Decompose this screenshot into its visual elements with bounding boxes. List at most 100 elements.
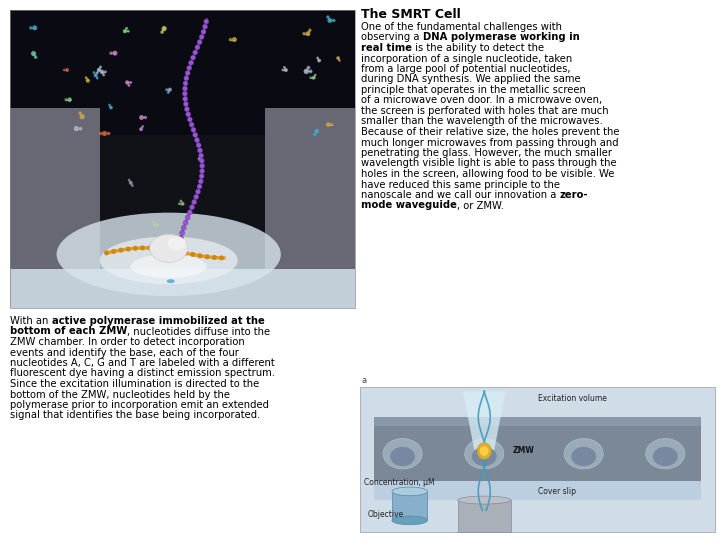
Ellipse shape bbox=[182, 91, 187, 96]
Ellipse shape bbox=[653, 447, 678, 466]
Ellipse shape bbox=[127, 84, 130, 87]
Ellipse shape bbox=[302, 32, 306, 35]
Bar bbox=[10, 10, 355, 308]
Text: observing a: observing a bbox=[361, 32, 423, 43]
Ellipse shape bbox=[150, 234, 188, 262]
Text: ZMW chamber. In order to detect incorporation: ZMW chamber. In order to detect incorpor… bbox=[10, 337, 245, 347]
Ellipse shape bbox=[68, 97, 72, 102]
Ellipse shape bbox=[472, 447, 497, 466]
Ellipse shape bbox=[140, 245, 145, 251]
Ellipse shape bbox=[189, 122, 194, 127]
Text: DNA polymerase working in: DNA polymerase working in bbox=[423, 32, 580, 43]
Ellipse shape bbox=[202, 24, 207, 29]
Ellipse shape bbox=[196, 143, 201, 148]
Ellipse shape bbox=[167, 279, 175, 283]
Ellipse shape bbox=[309, 70, 312, 73]
Ellipse shape bbox=[73, 126, 79, 131]
Ellipse shape bbox=[197, 253, 202, 258]
Ellipse shape bbox=[167, 91, 170, 94]
Ellipse shape bbox=[332, 19, 336, 22]
Ellipse shape bbox=[168, 87, 172, 92]
Ellipse shape bbox=[96, 71, 99, 74]
Text: Objective: Objective bbox=[368, 510, 405, 519]
Ellipse shape bbox=[179, 235, 184, 241]
Ellipse shape bbox=[154, 246, 159, 251]
Ellipse shape bbox=[129, 81, 132, 84]
Text: Since the excitation illumination is directed to the: Since the excitation illumination is dir… bbox=[10, 379, 259, 389]
Ellipse shape bbox=[314, 74, 317, 77]
Text: penetrating the glass. However, the much smaller: penetrating the glass. However, the much… bbox=[361, 148, 612, 158]
Bar bbox=[10, 109, 99, 272]
Ellipse shape bbox=[284, 68, 288, 72]
Ellipse shape bbox=[564, 438, 603, 469]
Ellipse shape bbox=[193, 50, 198, 55]
Bar bbox=[10, 10, 355, 308]
Ellipse shape bbox=[305, 31, 310, 36]
Ellipse shape bbox=[190, 252, 195, 257]
Ellipse shape bbox=[464, 438, 504, 469]
Ellipse shape bbox=[107, 132, 111, 136]
Ellipse shape bbox=[99, 237, 238, 284]
Ellipse shape bbox=[200, 160, 203, 163]
Ellipse shape bbox=[132, 246, 138, 251]
Ellipse shape bbox=[86, 78, 90, 83]
Text: during DNA synthesis. We applied the same: during DNA synthesis. We applied the sam… bbox=[361, 75, 580, 84]
Ellipse shape bbox=[178, 202, 181, 205]
Ellipse shape bbox=[80, 114, 85, 119]
Ellipse shape bbox=[131, 184, 134, 187]
Text: , or ZMW.: , or ZMW. bbox=[457, 200, 504, 211]
Ellipse shape bbox=[78, 127, 82, 131]
Ellipse shape bbox=[34, 56, 37, 59]
Ellipse shape bbox=[65, 98, 68, 102]
Text: have reduced this same principle to the: have reduced this same principle to the bbox=[361, 179, 560, 190]
Text: the screen is perforated with holes that are much: the screen is perforated with holes that… bbox=[361, 106, 608, 116]
Ellipse shape bbox=[338, 59, 341, 62]
Ellipse shape bbox=[183, 251, 188, 255]
Text: is the ability to detect the: is the ability to detect the bbox=[412, 43, 544, 53]
Ellipse shape bbox=[316, 57, 319, 59]
Ellipse shape bbox=[229, 38, 232, 42]
Ellipse shape bbox=[185, 71, 190, 76]
Ellipse shape bbox=[191, 127, 196, 132]
Ellipse shape bbox=[198, 179, 203, 184]
Text: Cover slip: Cover slip bbox=[538, 487, 575, 496]
Ellipse shape bbox=[131, 254, 207, 278]
Ellipse shape bbox=[139, 115, 144, 120]
Text: wavelength visible light is able to pass through the: wavelength visible light is able to pass… bbox=[361, 159, 616, 168]
Ellipse shape bbox=[177, 241, 182, 246]
Ellipse shape bbox=[112, 51, 117, 56]
Text: smaller than the wavelength of the microwaves.: smaller than the wavelength of the micro… bbox=[361, 117, 603, 126]
Ellipse shape bbox=[109, 51, 113, 55]
Bar bbox=[392, 491, 428, 521]
Bar bbox=[10, 269, 355, 308]
Polygon shape bbox=[374, 417, 701, 426]
Ellipse shape bbox=[199, 164, 204, 168]
Text: principle that operates in the metallic screen: principle that operates in the metallic … bbox=[361, 85, 586, 95]
Ellipse shape bbox=[318, 59, 321, 63]
Ellipse shape bbox=[104, 70, 107, 73]
Ellipse shape bbox=[310, 76, 312, 79]
Ellipse shape bbox=[57, 213, 281, 296]
Ellipse shape bbox=[197, 148, 202, 153]
Ellipse shape bbox=[184, 102, 189, 106]
Ellipse shape bbox=[176, 249, 181, 254]
Ellipse shape bbox=[219, 255, 224, 260]
Ellipse shape bbox=[94, 73, 98, 77]
Ellipse shape bbox=[129, 181, 132, 185]
Text: bottom of the ZMW, nucleotides held by the: bottom of the ZMW, nucleotides held by t… bbox=[10, 389, 230, 400]
Ellipse shape bbox=[29, 26, 32, 30]
Ellipse shape bbox=[109, 106, 113, 110]
Ellipse shape bbox=[147, 246, 152, 251]
Text: The SMRT Cell: The SMRT Cell bbox=[361, 8, 461, 21]
Ellipse shape bbox=[99, 132, 102, 136]
Bar bbox=[10, 10, 355, 135]
Ellipse shape bbox=[161, 26, 167, 31]
Ellipse shape bbox=[63, 69, 66, 71]
Ellipse shape bbox=[480, 446, 489, 456]
Ellipse shape bbox=[85, 76, 88, 79]
Bar bbox=[374, 426, 701, 481]
Polygon shape bbox=[463, 392, 505, 465]
Ellipse shape bbox=[126, 247, 130, 252]
Ellipse shape bbox=[144, 116, 147, 119]
Ellipse shape bbox=[199, 153, 204, 158]
